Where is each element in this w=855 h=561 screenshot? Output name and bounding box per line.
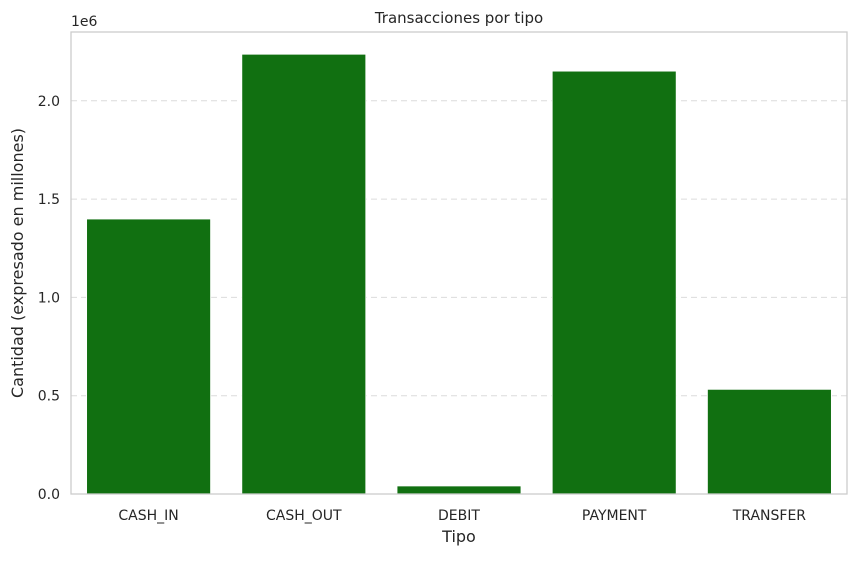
x-tick-label: TRANSFER bbox=[732, 508, 807, 524]
y-tick-label: 1.0 bbox=[38, 290, 60, 306]
chart-title: Transacciones por tipo bbox=[374, 9, 543, 27]
x-tick-label: PAYMENT bbox=[582, 508, 647, 524]
y-tick-label: 1.5 bbox=[38, 192, 60, 208]
bar-cash-in bbox=[86, 218, 212, 495]
y-tick-label: 0.5 bbox=[38, 389, 60, 405]
plot-frame bbox=[70, 31, 848, 495]
bar-cash-out bbox=[241, 53, 367, 495]
x-axis: CASH_IN CASH_OUT DEBIT PAYMENT TRANSFER bbox=[118, 508, 806, 524]
y-axis: 0.0 0.5 1.0 1.5 2.0 bbox=[38, 94, 60, 503]
bar-debit bbox=[396, 485, 522, 495]
x-tick-label: CASH_OUT bbox=[266, 508, 342, 524]
x-axis-label: Tipo bbox=[441, 527, 476, 546]
bar-payment bbox=[551, 70, 677, 495]
x-tick-label: CASH_IN bbox=[118, 508, 178, 524]
y-offset-label: 1e6 bbox=[71, 14, 98, 30]
bar-transfer bbox=[706, 388, 832, 495]
bars-layer bbox=[86, 53, 832, 495]
y-axis-label: Cantidad (expresado en millones) bbox=[8, 128, 27, 398]
x-tick-label: DEBIT bbox=[438, 508, 480, 524]
y-tick-label: 2.0 bbox=[38, 94, 60, 110]
y-tick-label: 0.0 bbox=[38, 487, 60, 503]
